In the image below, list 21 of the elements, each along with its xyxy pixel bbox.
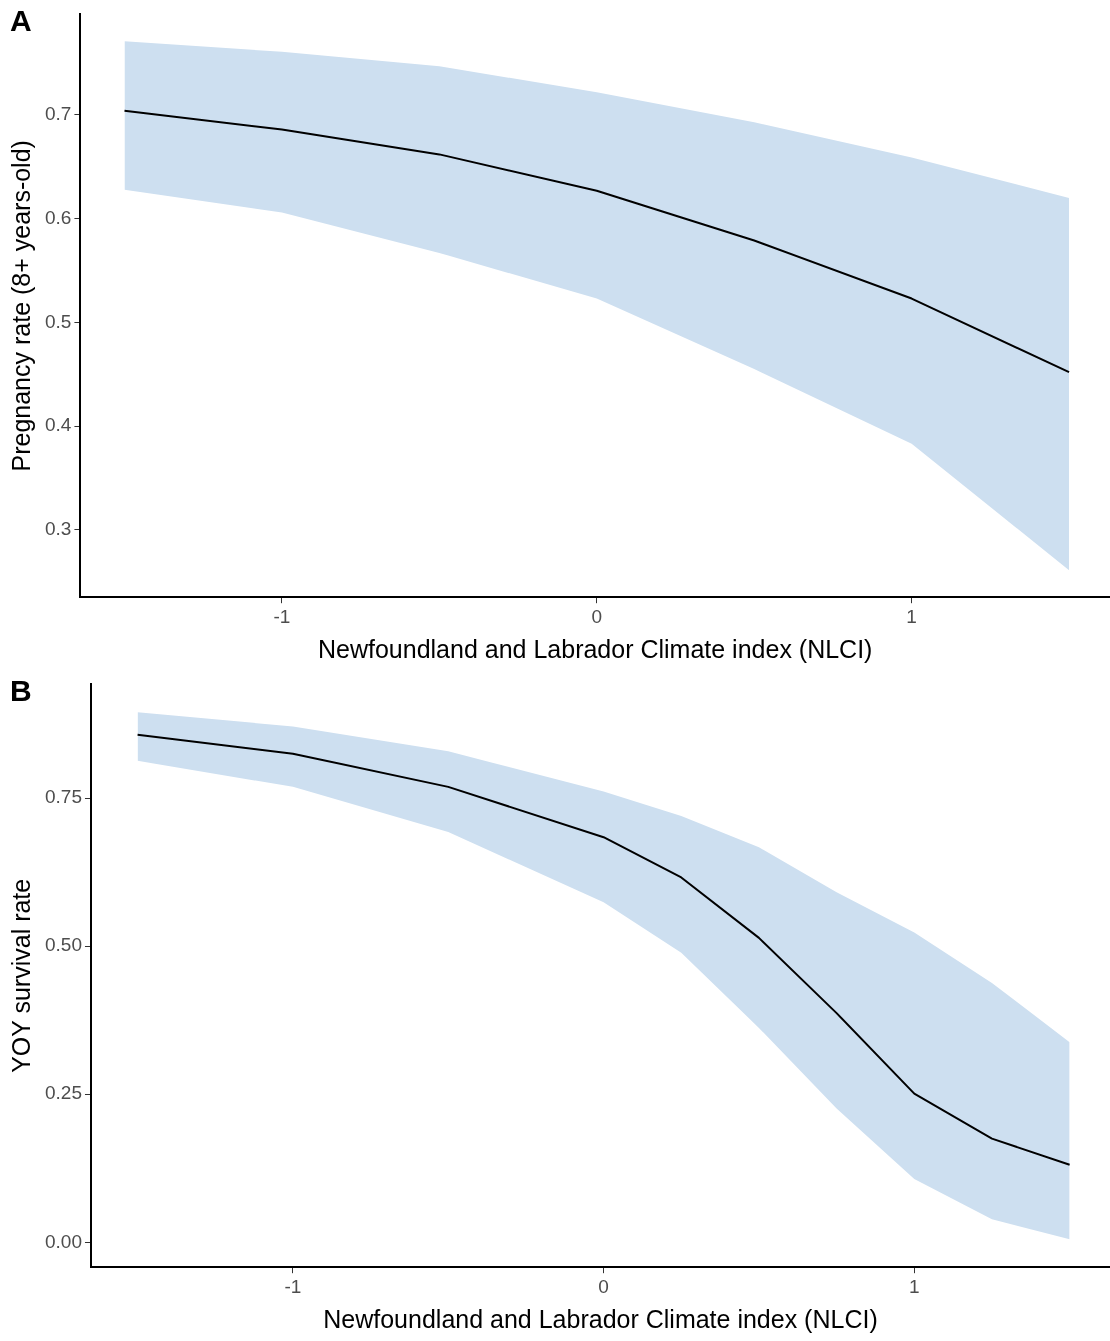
y-tick-label: 0.5 — [44, 310, 72, 332]
x-axis-title: Newfoundland and Labrador Climate index (NLCI) — [323, 1304, 878, 1333]
x-tick-label: -1 — [273, 605, 291, 627]
y-tick-label: 0.75 — [45, 786, 82, 808]
y-tick-label: 0.7 — [44, 103, 72, 125]
x-axis-title: Newfoundland and Labrador Climate index (NLCI) — [317, 634, 873, 663]
y-tick-label: 0.6 — [44, 206, 72, 228]
y-tick-label: 0.50 — [45, 934, 82, 956]
y-tick-label: 0.00 — [45, 1230, 82, 1252]
x-tick-label: 1 — [906, 605, 917, 627]
x-tick-label: -1 — [284, 1275, 302, 1297]
x-tick-label: 1 — [908, 1275, 920, 1297]
y-tick-label: 0.4 — [44, 414, 72, 436]
text: A — [10, 4, 32, 38]
text: B — [10, 674, 32, 708]
y-tick-label: 0.25 — [45, 1082, 82, 1104]
x-tick-label: 0 — [598, 1275, 609, 1297]
y-axis-title: YOY survival rate — [6, 878, 35, 1073]
y-tick-label: 0.3 — [44, 518, 72, 540]
y-axis-title: Pregnancy rate (8+ years-old) — [6, 140, 35, 472]
x-tick-label: 0 — [591, 605, 603, 627]
